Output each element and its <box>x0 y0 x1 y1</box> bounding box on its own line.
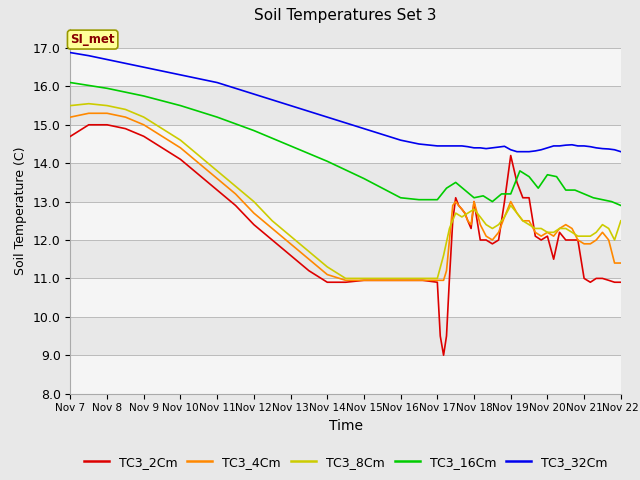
TC3_16Cm <box>553 174 561 180</box>
Bar <box>70 278 621 317</box>
TC3_32Cm <box>617 149 625 155</box>
TC3_2Cm <box>122 126 129 132</box>
TC3_16Cm <box>498 191 506 197</box>
TC3_16Cm <box>617 203 625 208</box>
TC3_32Cm <box>519 149 527 155</box>
TC3_16Cm <box>360 176 368 181</box>
TC3_8Cm <box>495 222 502 228</box>
TC3_32Cm <box>67 50 74 56</box>
TC3_2Cm <box>440 352 447 358</box>
Line: TC3_16Cm: TC3_16Cm <box>70 83 621 205</box>
TC3_16Cm <box>67 80 74 85</box>
TC3_16Cm <box>287 143 294 149</box>
TC3_16Cm <box>323 158 331 164</box>
TC3_16Cm <box>140 93 148 99</box>
TC3_8Cm <box>617 218 625 224</box>
TC3_8Cm <box>556 226 563 231</box>
TC3_8Cm <box>519 218 527 224</box>
Line: TC3_32Cm: TC3_32Cm <box>70 53 621 152</box>
Bar <box>70 48 621 86</box>
Bar <box>70 202 621 240</box>
TC3_16Cm <box>443 185 451 191</box>
TC3_32Cm <box>360 126 368 132</box>
TC3_16Cm <box>516 168 524 174</box>
TC3_2Cm <box>360 277 368 283</box>
Bar <box>70 163 621 202</box>
TC3_16Cm <box>525 174 533 180</box>
TC3_16Cm <box>543 172 551 178</box>
TC3_2Cm <box>464 218 472 224</box>
TC3_16Cm <box>562 187 570 193</box>
TC3_32Cm <box>513 149 521 155</box>
TC3_16Cm <box>589 195 597 201</box>
TC3_16Cm <box>452 180 460 185</box>
TC3_16Cm <box>433 197 441 203</box>
Line: TC3_4Cm: TC3_4Cm <box>70 113 621 280</box>
TC3_16Cm <box>103 85 111 91</box>
TC3_16Cm <box>213 114 221 120</box>
TC3_2Cm <box>67 133 74 139</box>
TC3_4Cm <box>464 218 472 224</box>
TC3_16Cm <box>571 187 579 193</box>
TC3_16Cm <box>534 185 542 191</box>
TC3_16Cm <box>415 197 423 203</box>
X-axis label: Time: Time <box>328 419 363 433</box>
TC3_32Cm <box>611 147 618 153</box>
Text: SI_met: SI_met <box>70 33 115 46</box>
TC3_2Cm <box>250 222 258 228</box>
TC3_2Cm <box>531 233 539 239</box>
TC3_4Cm <box>122 114 129 120</box>
TC3_4Cm <box>617 260 625 266</box>
Title: Soil Temperatures Set 3: Soil Temperatures Set 3 <box>254 9 437 24</box>
TC3_2Cm <box>85 122 93 128</box>
TC3_4Cm <box>531 229 539 235</box>
TC3_16Cm <box>470 195 478 201</box>
TC3_4Cm <box>342 277 349 283</box>
TC3_16Cm <box>580 191 588 197</box>
TC3_8Cm <box>342 276 349 281</box>
TC3_32Cm <box>342 120 349 126</box>
TC3_16Cm <box>608 199 616 204</box>
TC3_4Cm <box>67 114 74 120</box>
TC3_16Cm <box>479 193 487 199</box>
TC3_16Cm <box>250 128 258 133</box>
TC3_2Cm <box>617 279 625 285</box>
TC3_16Cm <box>488 199 496 204</box>
Legend: TC3_2Cm, TC3_4Cm, TC3_8Cm, TC3_16Cm, TC3_32Cm: TC3_2Cm, TC3_4Cm, TC3_8Cm, TC3_16Cm, TC3… <box>79 451 612 474</box>
TC3_4Cm <box>85 110 93 116</box>
Bar <box>70 240 621 278</box>
TC3_16Cm <box>598 197 606 203</box>
Bar <box>70 317 621 355</box>
TC3_2Cm <box>195 172 203 178</box>
TC3_16Cm <box>397 195 404 201</box>
TC3_4Cm <box>195 160 203 166</box>
Bar <box>70 86 621 125</box>
Y-axis label: Soil Temperature (C): Soil Temperature (C) <box>14 147 28 276</box>
TC3_8Cm <box>85 101 93 107</box>
TC3_8Cm <box>360 276 368 281</box>
Bar <box>70 125 621 163</box>
Line: TC3_2Cm: TC3_2Cm <box>70 125 621 355</box>
TC3_32Cm <box>538 147 545 153</box>
TC3_8Cm <box>500 214 508 220</box>
TC3_8Cm <box>513 210 521 216</box>
TC3_16Cm <box>507 191 515 197</box>
TC3_16Cm <box>461 187 468 193</box>
TC3_16Cm <box>177 103 184 108</box>
TC3_4Cm <box>250 210 258 216</box>
Bar <box>70 355 621 394</box>
TC3_8Cm <box>67 103 74 108</box>
Line: TC3_8Cm: TC3_8Cm <box>70 104 621 278</box>
TC3_32Cm <box>268 97 276 103</box>
TC3_4Cm <box>371 277 379 283</box>
